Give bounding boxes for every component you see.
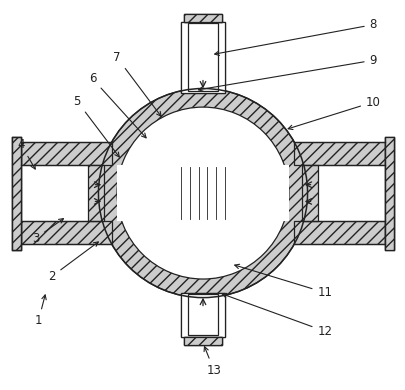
Text: 4: 4 [17, 138, 35, 169]
Bar [180, 21, 225, 93]
Text: 1: 1 [34, 295, 46, 327]
Text: 13: 13 [204, 347, 221, 376]
Bar [184, 14, 221, 22]
Bar [13, 136, 21, 250]
Bar [21, 142, 111, 165]
Bar [188, 294, 217, 335]
Bar [180, 293, 225, 337]
Bar [384, 136, 392, 250]
Text: 12: 12 [222, 293, 332, 338]
Text: 11: 11 [234, 264, 332, 299]
Bar [294, 221, 384, 244]
Bar [180, 293, 225, 337]
Bar [188, 23, 217, 91]
Bar [13, 136, 21, 250]
Bar [184, 337, 221, 345]
Text: 5: 5 [73, 95, 119, 157]
Bar [184, 337, 221, 345]
Bar [384, 136, 392, 250]
Bar [13, 136, 21, 250]
Bar [21, 221, 111, 244]
Bar [184, 14, 221, 22]
Bar [294, 142, 384, 165]
Bar [88, 165, 104, 221]
Text: 2: 2 [48, 242, 98, 283]
Text: 3: 3 [32, 219, 63, 245]
Text: 8: 8 [214, 18, 376, 55]
Bar [184, 14, 221, 22]
Bar [184, 337, 221, 345]
Text: 9: 9 [198, 54, 376, 91]
Text: 7: 7 [113, 51, 161, 116]
Bar [301, 165, 317, 221]
Circle shape [98, 89, 307, 298]
Bar [180, 21, 225, 93]
Text: 10: 10 [288, 96, 380, 129]
Bar [384, 136, 392, 250]
Wedge shape [98, 89, 307, 298]
Bar [117, 165, 288, 221]
Text: 6: 6 [89, 72, 146, 138]
